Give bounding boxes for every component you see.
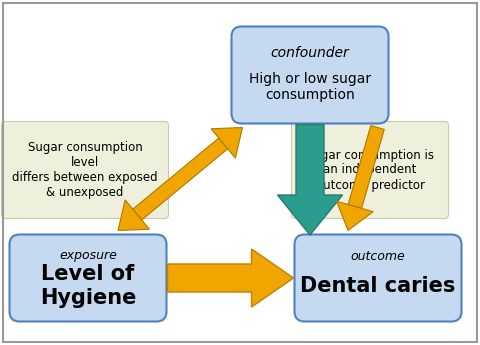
FancyBboxPatch shape	[291, 121, 448, 218]
Polygon shape	[211, 128, 242, 158]
Text: High or low sugar
consumption: High or low sugar consumption	[249, 72, 371, 102]
FancyBboxPatch shape	[231, 27, 388, 124]
Text: Sugar consumption
level
differs between exposed
& unexposed: Sugar consumption level differs between …	[12, 141, 158, 199]
FancyBboxPatch shape	[1, 121, 168, 218]
Text: confounder: confounder	[271, 46, 349, 60]
Polygon shape	[336, 201, 373, 230]
FancyBboxPatch shape	[10, 235, 167, 322]
Polygon shape	[118, 200, 149, 230]
Text: Level of
Hygiene: Level of Hygiene	[40, 264, 136, 308]
Polygon shape	[133, 138, 228, 220]
Text: exposure: exposure	[59, 249, 117, 263]
Polygon shape	[277, 125, 343, 235]
Polygon shape	[168, 249, 293, 307]
Text: Dental caries: Dental caries	[300, 276, 456, 296]
Polygon shape	[348, 126, 384, 208]
Text: Sugar consumption is
an independent
outcome predictor: Sugar consumption is an independent outc…	[306, 148, 434, 191]
Text: outcome: outcome	[350, 249, 406, 263]
FancyBboxPatch shape	[295, 235, 461, 322]
